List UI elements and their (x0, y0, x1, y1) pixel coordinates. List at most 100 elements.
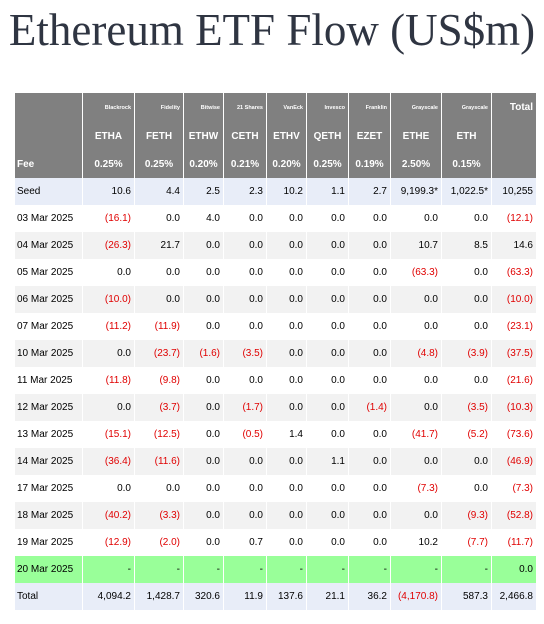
flow-value: - (441, 556, 492, 583)
table-row: 18 Mar 2025 (40.2) (3.3) 0.0 0.0 0.0 0.0 0.0 0.0… (14, 502, 537, 529)
flow-value: 21.7 (134, 232, 184, 259)
table-row: 04 Mar 2025 (26.3) 21.7 0.0 0.0 0.0 0.0 0.0 10.7… (14, 232, 537, 259)
flow-value: 1,022.5* (441, 178, 492, 205)
row-label: 19 Mar 2025 (14, 529, 83, 556)
fee-value: 0.20% (183, 150, 224, 178)
flow-value: (26.3) (82, 232, 135, 259)
flow-value: 0.0 (306, 340, 349, 367)
ticker-label: CETH (223, 122, 267, 150)
flow-value: (11.6) (134, 448, 184, 475)
flow-value: 0.0 (183, 394, 224, 421)
flow-value: - (266, 556, 307, 583)
fee-value: 0.21% (223, 150, 267, 178)
table-row: Blackrock Fidelity Bitwise 21 Shares VanEck I… (14, 93, 537, 122)
flow-value: 0.0 (306, 259, 349, 286)
flow-value: 0.0 (390, 394, 442, 421)
table-row: 11 Mar 2025 (11.8) (9.8) 0.0 0.0 0.0 0.0 0.0 0.0… (14, 367, 537, 394)
flow-value: 0.0 (348, 367, 391, 394)
flow-value: 0.7 (223, 529, 267, 556)
table-row: 03 Mar 2025 (16.1) 0.0 4.0 0.0 0.0 0.0 0.0 0.0 0.… (14, 205, 537, 232)
flow-value: (15.1) (82, 421, 135, 448)
row-label: 12 Mar 2025 (14, 394, 83, 421)
flow-value: 0.0 (223, 313, 267, 340)
flow-value: 0.0 (348, 313, 391, 340)
issuer-label: Invesco (306, 93, 349, 122)
flow-value: (10.0) (491, 286, 537, 313)
issuer-label: VanEck (266, 93, 307, 122)
ticker-label: ETHW (183, 122, 224, 150)
flow-value: 0.0 (183, 529, 224, 556)
flow-value: 0.0 (223, 286, 267, 313)
flow-value: 11.9 (223, 583, 267, 610)
flow-value: (3.5) (223, 340, 267, 367)
flow-value: 0.0 (183, 421, 224, 448)
flow-value: (7.3) (491, 475, 537, 502)
issuer-label: Fidelity (134, 93, 184, 122)
flow-value: (23.1) (491, 313, 537, 340)
flow-value: (23.7) (134, 340, 184, 367)
flow-value: 0.0 (306, 475, 349, 502)
flow-value: 0.0 (348, 448, 391, 475)
fee-value: 0.20% (266, 150, 307, 178)
flow-value: 0.0 (348, 475, 391, 502)
flow-value: - (82, 556, 135, 583)
flow-value: 0.0 (348, 232, 391, 259)
row-label: 07 Mar 2025 (14, 313, 83, 340)
flow-value: (11.9) (134, 313, 184, 340)
row-label: 03 Mar 2025 (14, 205, 83, 232)
flow-value: 0.0 (306, 394, 349, 421)
flow-value: (1.7) (223, 394, 267, 421)
header-cell (491, 122, 537, 150)
flow-value: (9.3) (441, 502, 492, 529)
flow-value: 0.0 (441, 313, 492, 340)
flow-value: 0.0 (183, 448, 224, 475)
flow-value: 0.0 (390, 313, 442, 340)
row-label: 05 Mar 2025 (14, 259, 83, 286)
flow-value: 0.0 (441, 475, 492, 502)
flow-value: (7.3) (390, 475, 442, 502)
flow-value: 0.0 (441, 286, 492, 313)
flow-value: 0.0 (134, 475, 184, 502)
flow-value: 1,428.7 (134, 583, 184, 610)
flow-value: - (134, 556, 184, 583)
flow-value: 0.0 (82, 259, 135, 286)
flow-value: (12.1) (491, 205, 537, 232)
flow-value: (5.2) (441, 421, 492, 448)
flow-value: 0.0 (82, 340, 135, 367)
flow-value: (36.4) (82, 448, 135, 475)
table-row: 20 Mar 2025- - - - - - - - -0.0 (14, 556, 537, 583)
flow-value: 0.0 (134, 286, 184, 313)
flow-value: 587.3 (441, 583, 492, 610)
table-row: 07 Mar 2025 (11.2) (11.9) 0.0 0.0 0.0 0.0 0.0 0.… (14, 313, 537, 340)
flow-value: 1.4 (266, 421, 307, 448)
flow-value: - (390, 556, 442, 583)
table-row: 12 Mar 2025 0.0 (3.7) 0.0 (1.7) 0.0 0.0 (1.4) 0.… (14, 394, 537, 421)
flow-value: 21.1 (306, 583, 349, 610)
flow-value: 36.2 (348, 583, 391, 610)
flow-value: 0.0 (223, 232, 267, 259)
flow-value: 0.0 (266, 475, 307, 502)
flow-value: - (223, 556, 267, 583)
flow-value: 2.3 (223, 178, 267, 205)
flow-value: 10.6 (82, 178, 135, 205)
flow-value: 0.0 (183, 475, 224, 502)
flow-value: 0.0 (183, 259, 224, 286)
ticker-label: FETH (134, 122, 184, 150)
table-row: Seed 10.6 4.4 2.5 2.3 10.2 1.1 2.7 9,199.3* 1,022… (14, 178, 537, 205)
flow-value: 0.0 (348, 205, 391, 232)
flow-value: 8.5 (441, 232, 492, 259)
flow-value: 0.0 (266, 529, 307, 556)
header-cell (14, 122, 83, 150)
flow-value: - (183, 556, 224, 583)
flow-value: (3.5) (441, 394, 492, 421)
flow-value: 0.0 (266, 448, 307, 475)
flow-value: - (306, 556, 349, 583)
flow-value: 10,255 (491, 178, 537, 205)
flow-value: 0.0 (306, 502, 349, 529)
flow-value: 4.4 (134, 178, 184, 205)
flow-value: 0.0 (390, 286, 442, 313)
flow-value: (4,170.8) (390, 583, 442, 610)
flow-value: 4,094.2 (82, 583, 135, 610)
flow-value: (46.9) (491, 448, 537, 475)
